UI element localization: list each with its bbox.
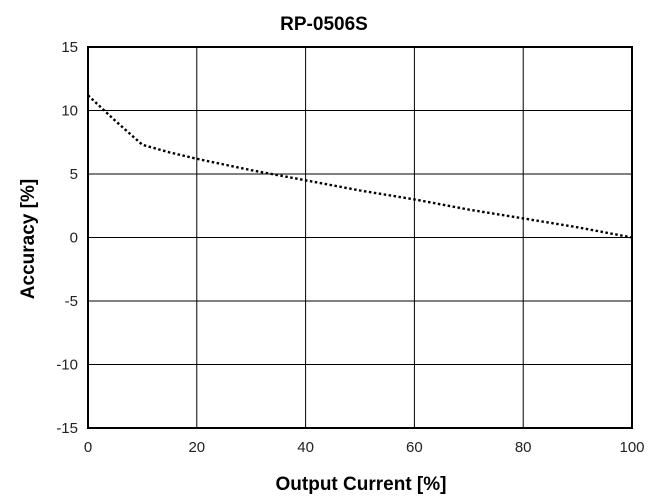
y-tick-label: 10 [61, 103, 78, 120]
chart-title: RP-0506S [280, 14, 368, 35]
x-axis-label: Output Current [%] [276, 474, 447, 495]
y-tick-label: 5 [70, 166, 78, 183]
x-tick-label: 0 [84, 439, 92, 456]
grid-lines [88, 47, 632, 428]
x-tick-label: 40 [297, 439, 314, 456]
x-tick-labels: 0 20 40 60 80 100 [84, 439, 645, 456]
y-tick-label: 15 [61, 39, 78, 56]
y-tick-label: -15 [56, 420, 78, 437]
x-tick-label: 20 [188, 439, 205, 456]
y-axis-label: Accuracy [%] [18, 179, 39, 299]
y-tick-labels: 15 10 5 0 -5 -10 -15 [56, 39, 78, 437]
x-tick-label: 60 [406, 439, 423, 456]
y-tick-label: 0 [70, 230, 78, 247]
accuracy-series-line [87, 94, 633, 239]
series-layer [87, 94, 633, 239]
y-tick-label: -10 [56, 357, 78, 374]
x-tick-label: 100 [619, 439, 644, 456]
x-tick-label: 80 [515, 439, 532, 456]
y-tick-label: -5 [65, 293, 78, 310]
plot-frame [87, 46, 633, 429]
